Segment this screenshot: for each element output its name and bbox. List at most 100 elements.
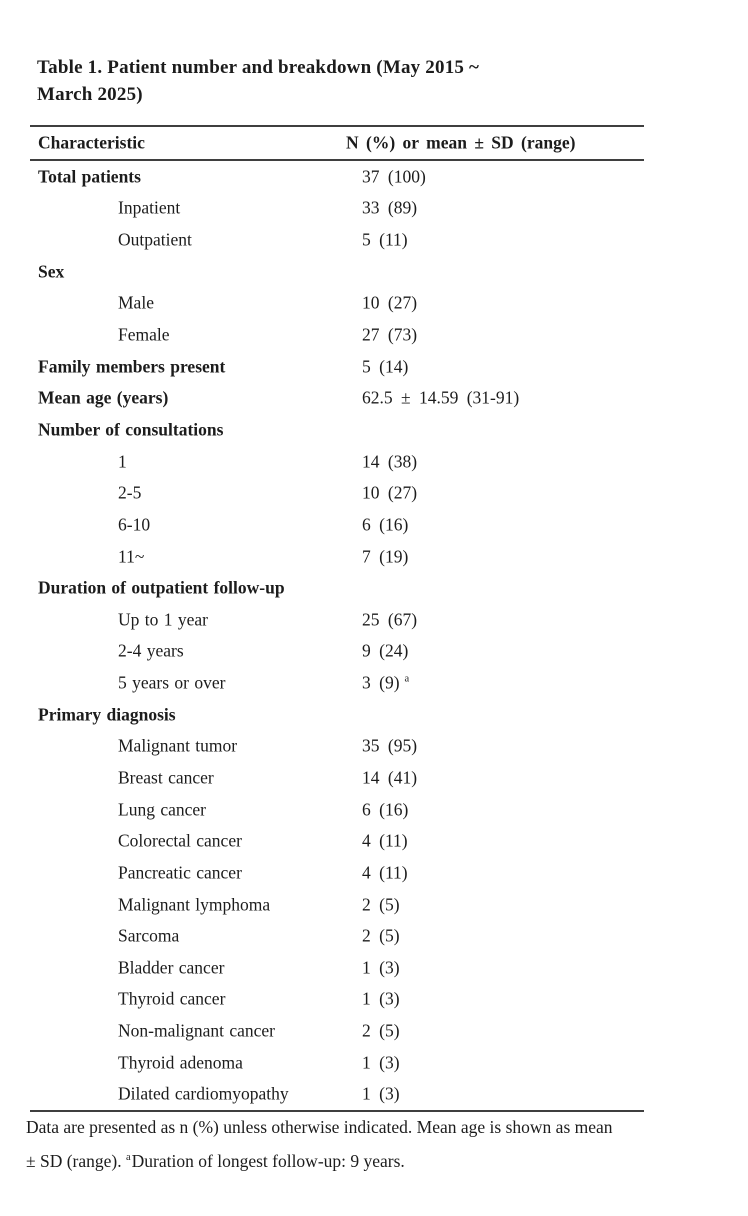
row-label: Malignant tumor bbox=[118, 735, 238, 756]
row-value: 10 (27) bbox=[362, 482, 418, 503]
row-label: Outpatient bbox=[118, 229, 192, 250]
row-value: 14 (41) bbox=[362, 767, 418, 788]
table-row: Family members present 5 (14) bbox=[30, 351, 644, 383]
table-row: Up to 1 year 25 (67) bbox=[30, 604, 644, 636]
footnote-line-1: Data are presented as n (%) unless other… bbox=[26, 1117, 613, 1137]
row-label: 5 years or over bbox=[118, 672, 226, 693]
row-value: 25 (67) bbox=[362, 609, 418, 630]
table-row: 2-4 years 9 (24) bbox=[30, 636, 644, 668]
table-row: Female 27 (73) bbox=[30, 319, 644, 351]
table-row: Dilated cardiomyopathy 1 (3) bbox=[30, 1079, 644, 1111]
patient-breakdown-table: Characteristic N (%) or mean ± SD (range… bbox=[30, 125, 644, 1113]
row-label: Family members present bbox=[38, 356, 226, 377]
table-row: Breast cancer 14 (41) bbox=[30, 762, 644, 794]
table-row: Primary diagnosis bbox=[30, 699, 644, 731]
table-row: 6-10 6 (16) bbox=[30, 509, 644, 541]
row-label: Pancreatic cancer bbox=[118, 862, 242, 883]
row-value: 10 (27) bbox=[362, 292, 418, 313]
row-value: 2 (5) bbox=[362, 925, 400, 946]
row-label: Thyroid cancer bbox=[118, 988, 226, 1009]
table-row: Sex bbox=[30, 256, 644, 288]
table-row: Thyroid cancer 1 (3) bbox=[30, 984, 644, 1016]
row-value: 1 (3) bbox=[362, 957, 400, 978]
row-value-superscript: a bbox=[404, 673, 410, 685]
table-title-line-2: March 2025) bbox=[37, 84, 143, 105]
row-label: Up to 1 year bbox=[118, 609, 208, 630]
footnote-superscript-a: a bbox=[126, 1152, 131, 1164]
row-value: 5 (11) bbox=[362, 229, 408, 250]
row-label: Mean age (years) bbox=[38, 387, 169, 408]
row-value: 4 (11) bbox=[362, 830, 408, 851]
table-row: Thyroid adenoma 1 (3) bbox=[30, 1047, 644, 1079]
row-value: 37 (100) bbox=[362, 166, 426, 187]
row-value: 2 (5) bbox=[362, 1020, 400, 1041]
row-label: 2-5 bbox=[118, 482, 142, 503]
table-row: Malignant tumor 35 (95) bbox=[30, 731, 644, 763]
row-value: 3 (9) a bbox=[362, 672, 410, 693]
row-label: Female bbox=[118, 324, 170, 345]
column-header-value: N (%) or mean ± SD (range) bbox=[346, 132, 576, 153]
row-value: 1 (3) bbox=[362, 1052, 400, 1073]
row-label: Breast cancer bbox=[118, 767, 214, 788]
footnote-line-2-suffix: Duration of longest follow-up: 9 years. bbox=[131, 1151, 405, 1171]
row-label: Non-malignant cancer bbox=[118, 1020, 275, 1041]
table-row: Mean age (years) 62.5 ± 14.59 (31-91) bbox=[30, 382, 644, 414]
table-title: Table 1. Patient number and breakdown (M… bbox=[37, 54, 479, 108]
table-row: Lung cancer 6 (16) bbox=[30, 794, 644, 826]
table-row: Inpatient 33 (89) bbox=[30, 193, 644, 225]
row-label: Sarcoma bbox=[118, 925, 180, 946]
table-header-row: Characteristic N (%) or mean ± SD (range… bbox=[30, 127, 644, 161]
table-row: Sarcoma 2 (5) bbox=[30, 920, 644, 952]
row-value: 1 (3) bbox=[362, 988, 400, 1009]
table-row: Colorectal cancer 4 (11) bbox=[30, 825, 644, 857]
row-value: 62.5 ± 14.59 (31-91) bbox=[362, 387, 520, 408]
row-label: Dilated cardiomyopathy bbox=[118, 1083, 289, 1104]
row-value: 9 (24) bbox=[362, 640, 409, 661]
footnote-line-2-prefix: ± SD (range). bbox=[26, 1151, 126, 1171]
table-row: Pancreatic cancer 4 (11) bbox=[30, 857, 644, 889]
table-row: 2-5 10 (27) bbox=[30, 477, 644, 509]
table-row: Total patients 37 (100) bbox=[30, 161, 644, 193]
table-row: 5 years or over 3 (9) a bbox=[30, 667, 644, 699]
row-label: Malignant lymphoma bbox=[118, 894, 271, 915]
row-value: 6 (16) bbox=[362, 799, 409, 820]
table-footnote: Data are presented as n (%) unless other… bbox=[26, 1110, 726, 1178]
footnote-line-2: ± SD (range). aDuration of longest follo… bbox=[26, 1144, 726, 1178]
row-value: 5 (14) bbox=[362, 356, 409, 377]
row-value: 6 (16) bbox=[362, 514, 409, 535]
table-body: Total patients 37 (100) Inpatient 33 (89) Ou… bbox=[30, 161, 644, 1110]
row-value: 4 (11) bbox=[362, 862, 408, 883]
table-row: Non-malignant cancer 2 (5) bbox=[30, 1015, 644, 1047]
table-row: Bladder cancer 1 (3) bbox=[30, 952, 644, 984]
table-title-line-1: Table 1. Patient number and breakdown (M… bbox=[37, 57, 480, 78]
row-value: 33 (89) bbox=[362, 197, 418, 218]
row-label: Number of consultations bbox=[38, 419, 224, 440]
row-label: 1 bbox=[118, 451, 127, 472]
column-header-characteristic: Characteristic bbox=[38, 132, 145, 153]
table-row: 1 14 (38) bbox=[30, 446, 644, 478]
row-label: 2-4 years bbox=[118, 640, 184, 661]
row-label: Bladder cancer bbox=[118, 957, 225, 978]
row-value: 14 (38) bbox=[362, 451, 418, 472]
row-label: 6-10 bbox=[118, 514, 151, 535]
row-label: Thyroid adenoma bbox=[118, 1052, 243, 1073]
row-label: Sex bbox=[38, 261, 65, 282]
row-label: Inpatient bbox=[118, 197, 181, 218]
row-label: 11~ bbox=[118, 546, 145, 566]
row-label: Male bbox=[118, 292, 154, 313]
table-row: Outpatient 5 (11) bbox=[30, 224, 644, 256]
table-row: Male 10 (27) bbox=[30, 288, 644, 320]
row-label: Primary diagnosis bbox=[38, 704, 176, 725]
row-label: Lung cancer bbox=[118, 799, 206, 820]
row-label: Colorectal cancer bbox=[118, 830, 242, 851]
row-value: 1 (3) bbox=[362, 1083, 400, 1104]
table-row: Duration of outpatient follow-up bbox=[30, 572, 644, 604]
row-label: Duration of outpatient follow-up bbox=[38, 577, 285, 598]
table-row: Number of consultations bbox=[30, 414, 644, 446]
row-value: 2 (5) bbox=[362, 894, 400, 915]
table-row: 11~ 7 (19) bbox=[30, 541, 644, 573]
table-row: Malignant lymphoma 2 (5) bbox=[30, 889, 644, 921]
row-value: 27 (73) bbox=[362, 324, 418, 345]
row-value: 35 (95) bbox=[362, 735, 418, 756]
